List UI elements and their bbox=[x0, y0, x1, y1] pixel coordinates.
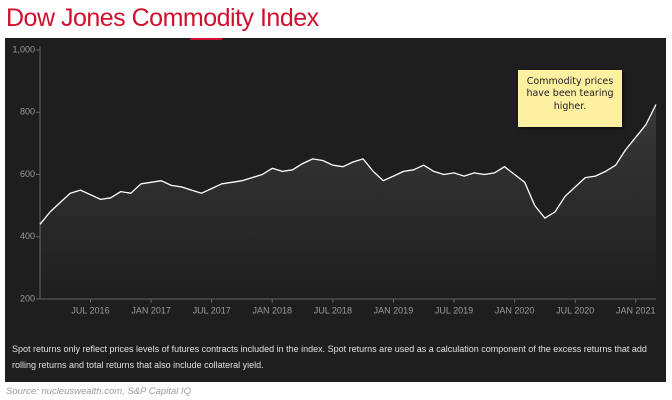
x-tick-label: JAN 2017 bbox=[131, 305, 171, 315]
x-tick-label: JUL 2016 bbox=[71, 305, 109, 315]
x-tick-label: JAN 2018 bbox=[252, 305, 292, 315]
line bbox=[39, 104, 657, 225]
y-tick-label: 1,000 bbox=[12, 44, 35, 54]
x-tick-label: JUL 2017 bbox=[193, 305, 231, 315]
x-tick-label: JAN 2021 bbox=[616, 305, 656, 315]
area-fade bbox=[40, 104, 656, 299]
footnote: Spot returns only reflect prices levels … bbox=[12, 344, 647, 370]
y-tick-label: 200 bbox=[20, 293, 35, 303]
y-tick-label: 600 bbox=[20, 169, 35, 179]
chart-title: Dow Jones Commodity Index bbox=[6, 4, 319, 32]
x-tick-label: JUL 2018 bbox=[314, 305, 352, 315]
y-tick-label: 800 bbox=[20, 107, 35, 117]
x-tick-label: JAN 2020 bbox=[495, 305, 535, 315]
accent-mark bbox=[190, 38, 222, 40]
source: Source: nucleuswealth.com, S&P Capital I… bbox=[6, 386, 191, 397]
y-tick-label: 400 bbox=[20, 231, 35, 241]
x-tick-label: JUL 2019 bbox=[435, 305, 473, 315]
x-tick-label: JUL 2020 bbox=[556, 305, 594, 315]
annotation: Commodity prices have been tearing highe… bbox=[518, 70, 622, 127]
x-tick-label: JAN 2019 bbox=[374, 305, 414, 315]
